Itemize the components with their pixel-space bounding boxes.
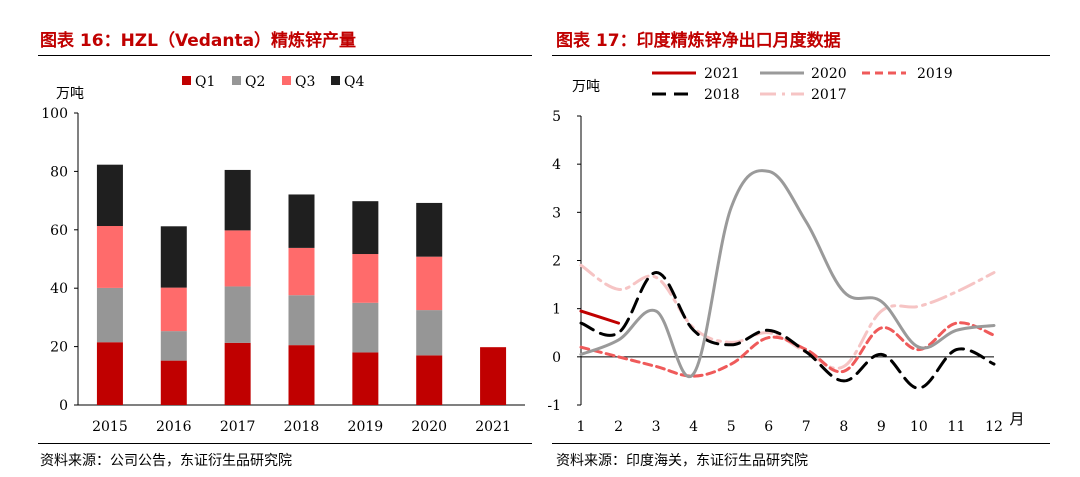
left-source-rule — [38, 443, 532, 444]
line-y-tick-label: 3 — [552, 205, 561, 221]
line-x-tick-label: 7 — [802, 419, 811, 435]
line-x-tick-label: 3 — [652, 419, 661, 435]
line-y-unit-label: 万吨 — [572, 79, 600, 95]
bar-y-tick-label: 60 — [50, 223, 68, 239]
series-line-2017 — [579, 263, 996, 370]
series-line-2018 — [579, 271, 996, 390]
bar-y-tick-label: 100 — [41, 106, 68, 122]
bar-q2-2016 — [160, 331, 187, 361]
line-y-tick-label: 4 — [552, 157, 561, 173]
bar-q3-2018 — [288, 247, 315, 296]
bar-q2-2020 — [416, 310, 443, 356]
bar-q1-2018 — [288, 345, 315, 405]
bar-q2-2015 — [96, 287, 123, 343]
bar-q2-2018 — [288, 295, 315, 346]
bar-q2-2019 — [352, 302, 379, 353]
bar-q3-2017 — [224, 230, 251, 287]
line-x-unit-label: 月 — [1009, 410, 1024, 428]
legend-label-q1: Q1 — [195, 74, 215, 90]
right-source-note: 资料来源：印度海关，东证衍生品研究院 — [556, 453, 808, 469]
bar-x-tick-label: 2020 — [411, 419, 447, 435]
bar-q1-2015 — [96, 342, 123, 405]
bar-q1-2017 — [224, 342, 251, 405]
bar-x-tick-label: 2015 — [92, 419, 128, 435]
legend-swatch-q1 — [182, 76, 191, 85]
bar-q1-2020 — [416, 355, 443, 405]
legend-label-q3: Q3 — [295, 74, 315, 90]
bar-q1-2021 — [480, 347, 507, 405]
bar-q2-2017 — [224, 286, 251, 343]
legend-label-q4: Q4 — [344, 74, 364, 90]
bar-q4-2017 — [224, 169, 251, 231]
right-source-rule — [552, 443, 1050, 444]
left-source-note: 资料来源：公司公告，东证衍生品研究院 — [40, 453, 292, 469]
line-y-tick-label: -1 — [547, 398, 561, 414]
bar-y-tick-label: 40 — [50, 281, 68, 297]
bar-q3-2016 — [160, 287, 187, 332]
bar-q1-2019 — [352, 352, 379, 405]
series-line-2020 — [579, 169, 996, 379]
bar-y-tick-label: 80 — [50, 164, 68, 180]
bar-q4-2018 — [288, 194, 315, 248]
bar-y-tick-label: 20 — [50, 340, 68, 356]
left-title-rule — [38, 55, 532, 56]
series-line-2019 — [579, 321, 996, 378]
bar-y-tick-label: 0 — [59, 398, 68, 414]
line-x-tick-label: 2 — [614, 419, 623, 435]
bar-q4-2019 — [352, 201, 379, 255]
line-x-tick-label: 5 — [727, 419, 736, 435]
legend-swatch-q3 — [282, 76, 291, 85]
series-line-2021 — [579, 309, 621, 325]
line-x-tick-label: 10 — [910, 419, 928, 435]
bar-q3-2019 — [352, 254, 379, 303]
bar-q3-2015 — [96, 226, 123, 288]
legend-label-q2: Q2 — [245, 74, 265, 90]
line-x-tick-label: 12 — [985, 419, 1003, 435]
bar-x-tick-label: 2018 — [284, 419, 320, 435]
line-y-tick-label: 5 — [552, 109, 561, 125]
line-y-tick-label: 1 — [552, 302, 561, 318]
right-panel-title: 图表 17：印度精炼锌净出口月度数据 — [556, 31, 841, 51]
line-x-tick-label: 6 — [764, 419, 773, 435]
legend-label-2020: 2020 — [811, 66, 847, 82]
bar-y-unit-label: 万吨 — [56, 86, 84, 102]
line-y-tick-label: 0 — [552, 350, 561, 366]
legend-swatch-q4 — [331, 76, 340, 85]
bar-q3-2020 — [416, 256, 443, 311]
bar-chart: 0 20 40 60 80 100 万吨 2015 2016 2017 2018 2019 2020 20… — [41, 74, 525, 435]
line-x-tick-label: 8 — [839, 419, 848, 435]
bar-q4-2015 — [96, 164, 123, 227]
bar-x-tick-label: 2019 — [348, 419, 384, 435]
line-y-tick-label: 2 — [552, 254, 561, 270]
line-x-tick-label: 11 — [948, 419, 966, 435]
legend-label-2021: 2021 — [704, 66, 740, 82]
line-x-tick-label: 4 — [689, 419, 698, 435]
bar-q1-2016 — [160, 360, 187, 405]
legend-label-2018: 2018 — [704, 87, 740, 103]
line-x-tick-label: 9 — [877, 419, 886, 435]
legend-label-2017: 2017 — [811, 87, 847, 103]
right-title-rule — [552, 55, 1050, 56]
bar-q4-2020 — [416, 202, 443, 257]
bar-x-tick-label: 2021 — [475, 419, 511, 435]
bar-x-tick-label: 2016 — [156, 419, 192, 435]
left-panel-title: 图表 16：HZL（Vedanta）精炼锌产量 — [40, 31, 357, 51]
legend-label-2019: 2019 — [917, 66, 953, 82]
bar-x-tick-label: 2017 — [220, 419, 256, 435]
bar-q4-2016 — [160, 226, 187, 288]
legend-swatch-q2 — [232, 76, 241, 85]
line-x-tick-label: 1 — [577, 419, 586, 435]
